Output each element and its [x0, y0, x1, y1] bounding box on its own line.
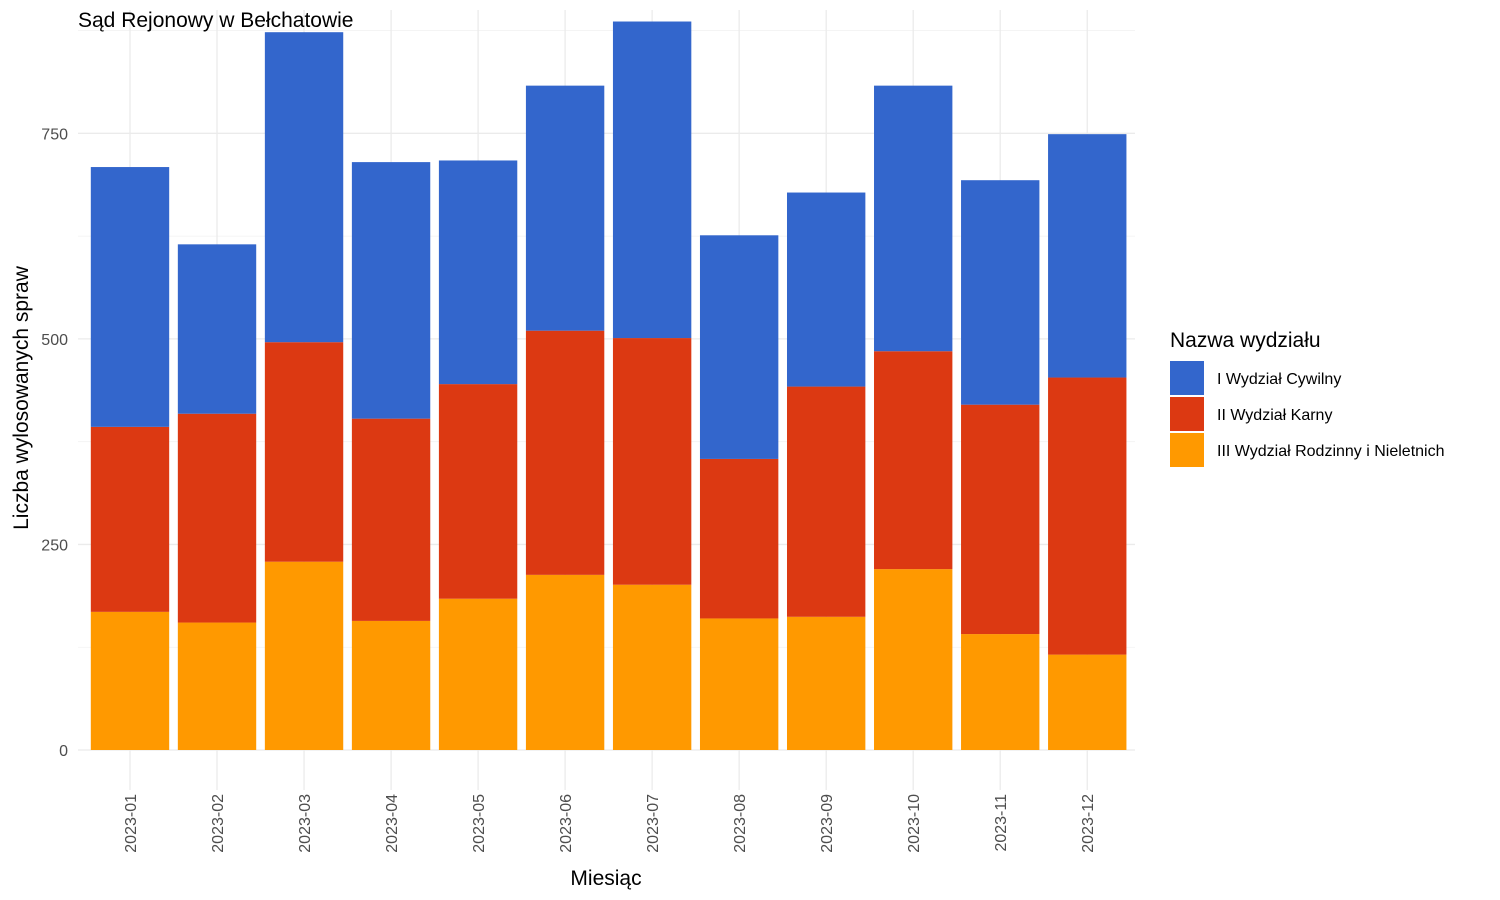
bar-segment: [699, 618, 779, 750]
y-tick-label: 500: [41, 332, 68, 349]
bar-segment: [264, 32, 344, 343]
bar-segment: [351, 418, 431, 621]
bar-segment: [438, 160, 518, 385]
bar-segment: [525, 85, 605, 331]
x-tick-label: 2023-05: [471, 794, 488, 853]
bar-segment: [874, 85, 953, 352]
legend-swatch: [1170, 397, 1204, 431]
bar-segment: [264, 342, 344, 562]
x-tick-label: 2023-09: [819, 794, 836, 853]
x-tick-label: 2023-08: [732, 794, 749, 853]
legend-label: II Wydział Karny: [1217, 407, 1332, 424]
bar-segment: [90, 167, 170, 427]
x-tick-label: 2023-06: [558, 794, 575, 853]
bar-segment: [786, 616, 866, 750]
x-tick-label: 2023-12: [1080, 794, 1097, 853]
x-tick-label: 2023-07: [645, 794, 662, 853]
bar-segment: [699, 235, 779, 459]
y-tick-label: 250: [41, 537, 68, 554]
bar-segment: [351, 620, 431, 750]
bar-segment: [90, 611, 170, 750]
legend-label: III Wydział Rodzinny i Nieletnich: [1217, 443, 1445, 460]
legend-label: I Wydział Cywilny: [1217, 371, 1341, 388]
bar-segment: [1048, 134, 1127, 378]
bar-segment: [612, 338, 692, 585]
y-tick-label: 0: [59, 743, 68, 760]
bar-segment: [264, 561, 344, 750]
bar-segment: [874, 351, 953, 570]
x-axis-ticks: 2023-01 2023-02 2023-03 2023-04 2023-05 2023-…: [123, 794, 1097, 853]
legend-title: Nazwa wydziału: [1170, 329, 1321, 352]
bar-segment: [177, 244, 257, 414]
legend-swatch: [1170, 433, 1204, 467]
bar-segment: [177, 622, 257, 750]
bar-segment: [525, 574, 605, 750]
legend: Nazwa wydziału I Wydział Cywilny II Wydzi…: [1170, 329, 1445, 467]
bar-segment: [1048, 654, 1127, 750]
bar-segment: [1048, 377, 1127, 655]
x-tick-label: 2023-10: [906, 794, 923, 853]
bars: [90, 21, 1127, 750]
legend-swatch: [1170, 361, 1204, 395]
x-tick-label: 2023-01: [123, 794, 140, 853]
x-tick-label: 2023-11: [993, 794, 1010, 852]
chart-title: Sąd Rejonowy w Bełchatowie: [78, 9, 353, 32]
bar-segment: [612, 21, 692, 339]
bar-segment: [351, 162, 431, 419]
bar-segment: [961, 404, 1040, 635]
x-tick-label: 2023-02: [210, 794, 227, 853]
y-axis-title: Liczba wylosowanych spraw: [10, 265, 33, 530]
bar-segment: [961, 634, 1040, 750]
bar-segment: [525, 330, 605, 575]
x-axis-title: Miesiąc: [570, 867, 641, 890]
bar-segment: [786, 386, 866, 617]
x-tick-label: 2023-04: [384, 794, 401, 853]
bar-segment: [961, 180, 1040, 405]
x-tick-label: 2023-03: [297, 794, 314, 853]
bar-segment: [786, 192, 866, 387]
bar-segment: [90, 426, 170, 612]
y-axis-ticks: 0 250 500 750: [41, 126, 68, 760]
y-tick-label: 750: [41, 126, 68, 143]
bar-segment: [438, 384, 518, 599]
bar-segment: [177, 413, 257, 623]
bar-segment: [699, 458, 779, 619]
bar-segment: [612, 584, 692, 750]
bar-segment: [874, 569, 953, 750]
bar-segment: [438, 598, 518, 750]
